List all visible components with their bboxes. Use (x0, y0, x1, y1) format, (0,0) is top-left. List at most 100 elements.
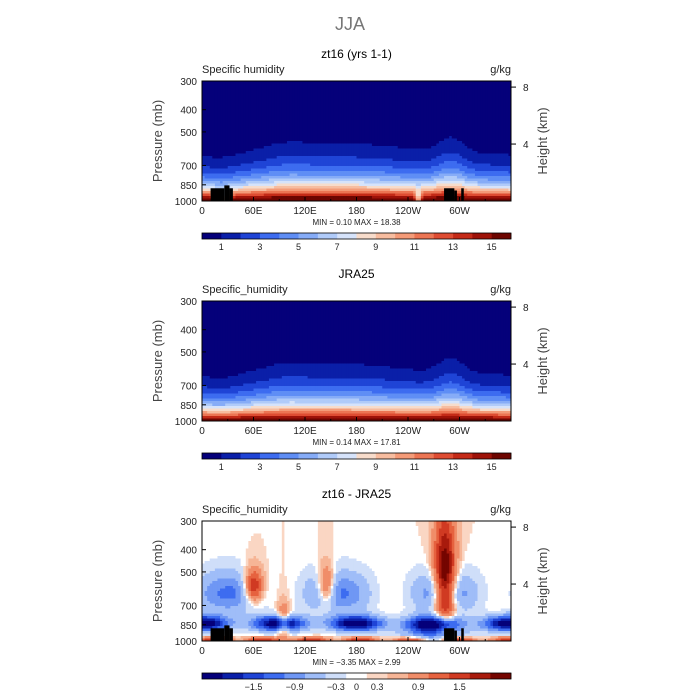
field-cell (245, 143, 249, 147)
field-cell (202, 121, 206, 125)
field-cell (397, 113, 401, 117)
field-cell (379, 116, 383, 120)
field-cell (444, 98, 448, 102)
field-cell (317, 116, 322, 120)
field-cell (289, 118, 293, 122)
field-cell (258, 93, 262, 97)
field-cell (235, 103, 239, 107)
field-cell (377, 121, 381, 125)
field-cell (333, 108, 337, 112)
field-cell (266, 168, 270, 172)
field-cell (364, 178, 368, 182)
field-cell (351, 123, 355, 127)
field-cell (320, 131, 324, 135)
field-cell (359, 83, 363, 87)
field-cell (356, 106, 360, 110)
field-cell (225, 116, 229, 120)
field-cell (364, 116, 368, 120)
field-cell (238, 173, 242, 177)
field-cell (214, 138, 219, 142)
field-cell (487, 173, 492, 177)
field-cell (328, 121, 332, 125)
field-cell (374, 133, 378, 137)
field-cell (392, 151, 396, 155)
field-cell (263, 81, 267, 85)
field-cell (446, 128, 450, 132)
field-cell (454, 138, 458, 142)
field-cell (258, 146, 262, 150)
field-cell (245, 176, 249, 180)
field-cell (276, 153, 280, 157)
field-cell (256, 166, 260, 170)
field-cell (220, 131, 224, 135)
field-cell (482, 161, 486, 165)
field-cell (395, 153, 399, 157)
field-cell (492, 86, 497, 90)
field-cell (492, 123, 497, 127)
field-cell (253, 81, 257, 85)
field-cell (310, 83, 314, 87)
field-cell (315, 123, 319, 127)
field-cell (379, 101, 383, 105)
field-cell (289, 173, 293, 177)
field-cell (307, 83, 311, 87)
field-cell (286, 91, 291, 95)
field-cell (214, 148, 219, 152)
field-cell (222, 111, 226, 115)
field-cell (418, 136, 422, 140)
field-cell (508, 171, 511, 175)
field-cell (374, 123, 378, 127)
field-cell (441, 98, 445, 102)
field-cell (387, 151, 391, 155)
field-cell (227, 123, 231, 127)
field-cell (217, 123, 221, 127)
field-cell (312, 141, 316, 145)
field-cell (222, 173, 226, 177)
field-cell (346, 143, 350, 147)
field-cell (377, 153, 381, 157)
field-cell (487, 81, 492, 85)
field-cell (495, 116, 499, 120)
field-cell (220, 138, 224, 142)
field-cell (335, 146, 340, 150)
field-cell (320, 126, 324, 130)
field-cell (204, 121, 208, 125)
field-cell (446, 131, 450, 135)
field-cell (225, 143, 229, 147)
field-cell (454, 151, 458, 155)
field-cell (202, 143, 206, 147)
field-cell (220, 126, 224, 130)
field-cell (400, 108, 404, 112)
field-cell (371, 131, 376, 135)
field-cell (256, 96, 260, 100)
field-cell (312, 93, 316, 97)
field-cell (508, 146, 511, 150)
field-cell (387, 123, 391, 127)
field-cell (438, 98, 443, 102)
field-cell (477, 101, 481, 105)
field-cell (305, 151, 309, 155)
field-cell (310, 158, 314, 162)
field-cell (225, 153, 229, 157)
field-cell (320, 158, 324, 162)
field-cell (305, 176, 309, 180)
field-cell (469, 143, 473, 147)
field-cell (268, 168, 273, 172)
field-cell (315, 88, 319, 92)
field-cell (469, 138, 473, 142)
field-cell (312, 151, 316, 155)
field-cell (431, 161, 435, 165)
field-cell (400, 136, 404, 140)
field-cell (428, 136, 432, 140)
field-cell (328, 158, 332, 162)
field-cell (351, 83, 355, 87)
field-cell (299, 91, 304, 95)
field-cell (369, 166, 373, 170)
field-cell (284, 126, 288, 130)
field-cell (341, 93, 345, 97)
field-cell (490, 181, 494, 185)
field-cell (377, 183, 381, 187)
field-cell (351, 158, 355, 162)
field-cell (366, 143, 370, 147)
field-cell (454, 156, 458, 160)
